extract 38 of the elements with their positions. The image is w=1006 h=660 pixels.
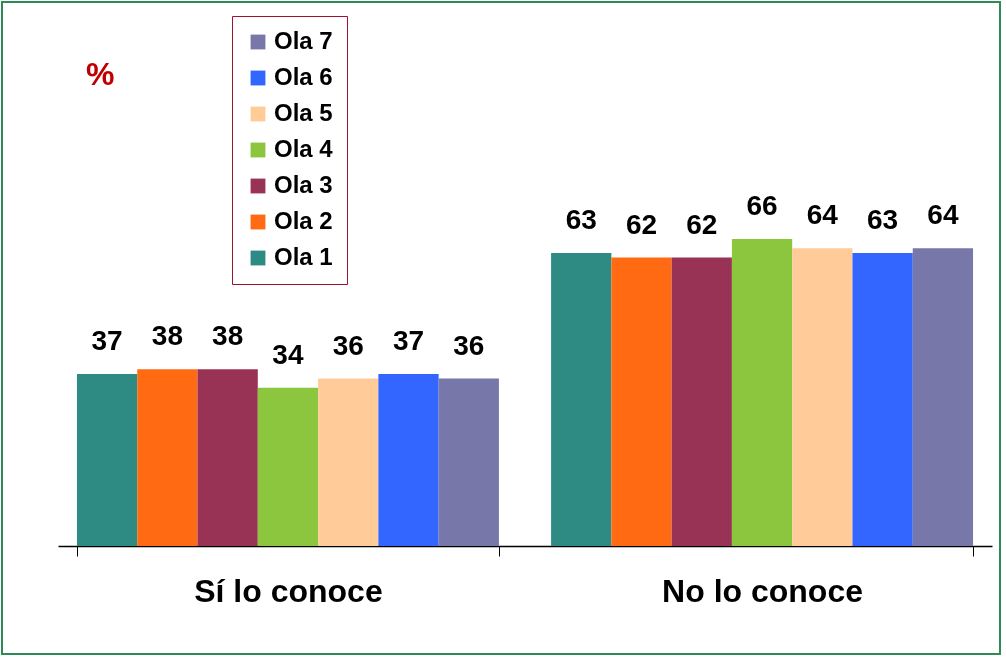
data-label: 38 xyxy=(151,320,183,352)
data-label: 36 xyxy=(453,329,485,361)
legend-label: Ola 2 xyxy=(274,207,333,234)
x-tick-label: Sí lo conoce xyxy=(194,572,383,609)
data-label: 64 xyxy=(927,199,959,231)
bar xyxy=(912,248,974,546)
bar xyxy=(76,373,138,546)
x-tick-label: No lo conoce xyxy=(662,572,864,609)
bar xyxy=(671,257,732,546)
data-label: 62 xyxy=(686,208,718,240)
legend-label: Ola 4 xyxy=(274,135,334,162)
bar xyxy=(792,248,853,546)
bar xyxy=(438,378,499,546)
data-label: 63 xyxy=(565,203,597,235)
data-label: 64 xyxy=(806,199,839,231)
legend-label: Ola 6 xyxy=(274,63,333,90)
data-label: 38 xyxy=(212,320,244,352)
bar xyxy=(551,252,612,546)
bar xyxy=(852,252,913,546)
data-label: 66 xyxy=(746,190,778,221)
data-label: 36 xyxy=(332,329,364,361)
bar xyxy=(378,373,439,546)
legend-label: Ola 3 xyxy=(274,171,333,198)
bar xyxy=(318,378,379,546)
legend-label: Ola 1 xyxy=(274,243,333,270)
data-label: 37 xyxy=(91,324,123,356)
data-label: 37 xyxy=(392,324,425,356)
data-label: 34 xyxy=(272,338,304,370)
bar xyxy=(611,257,672,546)
text: % xyxy=(86,56,115,93)
bar xyxy=(257,387,319,546)
bar xyxy=(731,239,793,546)
legend-label: Ola 7 xyxy=(274,27,333,54)
legend-label: Ola 5 xyxy=(274,99,333,126)
bar xyxy=(197,369,258,546)
data-label: 63 xyxy=(867,203,899,235)
data-label: 62 xyxy=(625,208,658,240)
bar xyxy=(137,369,198,546)
